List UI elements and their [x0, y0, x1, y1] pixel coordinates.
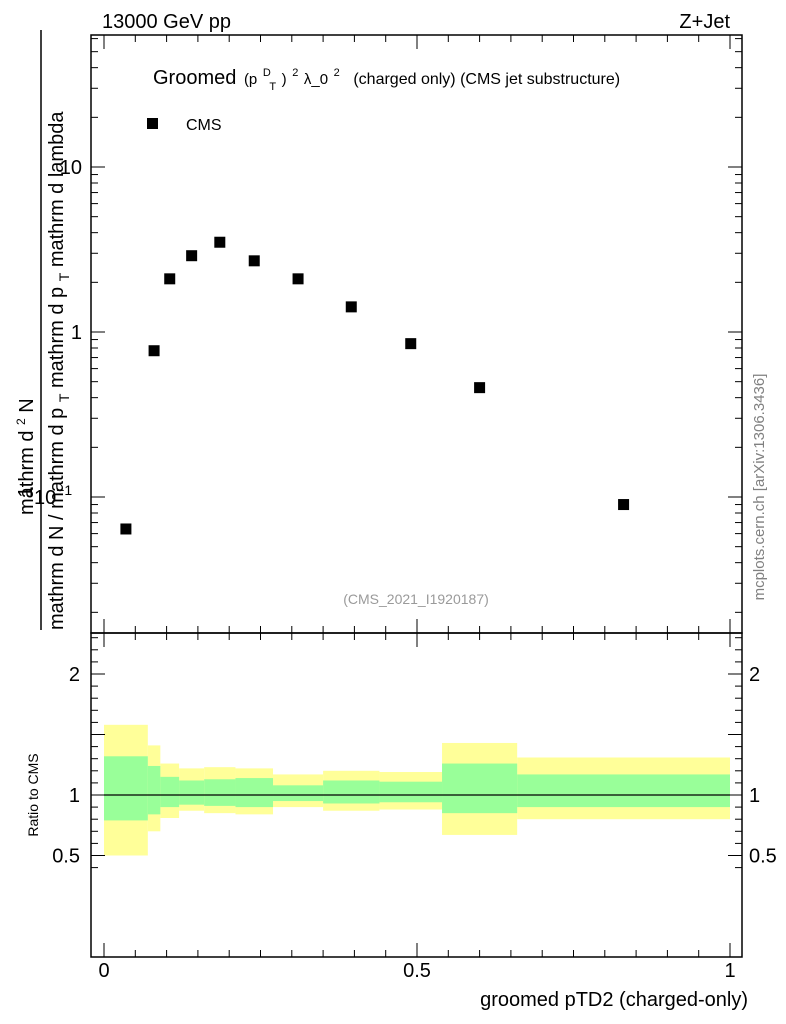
uncertainty-band-green	[179, 780, 205, 805]
ylabel-den-d: mathrm d lambda	[46, 111, 68, 267]
x-tick-label: 1	[724, 960, 735, 982]
data-point	[345, 301, 357, 313]
legend-marker-cms	[147, 118, 158, 129]
title-close: )	[282, 71, 287, 88]
ylabel-num-b: N	[16, 398, 38, 412]
main-panel: 10 1 10−1 Groomed (p D T ) 2 λ_0 2 (charge…	[34, 34, 743, 634]
ylabel-den-a: mathrm d N	[46, 526, 68, 630]
ylabel-slash: /	[46, 514, 68, 520]
uncertainty-band-green	[323, 780, 380, 804]
uncertainty-band-green	[160, 776, 180, 808]
ratio-y-tick-label-left: 0.5	[52, 846, 80, 868]
main-ylabel: 1 mathrm d N / mathrm d p T mathrm d p T…	[8, 30, 74, 630]
uncertainty-band-green	[104, 756, 148, 821]
data-points	[120, 236, 630, 535]
data-point	[618, 499, 630, 511]
ratio-y-tick-label-right: 2	[749, 664, 760, 686]
data-point	[292, 273, 304, 285]
data-point	[405, 338, 417, 350]
title-lambda: λ_0	[304, 71, 328, 88]
uncertainty-band-green	[273, 785, 324, 802]
data-point	[186, 250, 198, 262]
analysis-watermark: (CMS_2021_I1920187)	[343, 591, 489, 607]
uncertainty-band-green	[204, 779, 236, 806]
ylabel-den-c: mathrm d p	[46, 287, 68, 388]
ylabel-num-a: mathrm d	[16, 431, 38, 515]
ratio-y-tick-label-left: 1	[69, 785, 80, 807]
title-sup-2: 2	[292, 67, 298, 79]
title-p: (p	[244, 71, 257, 88]
ylabel-denominator: mathrm d N / mathrm d p T mathrm d p T m…	[46, 111, 74, 630]
ratio-ylabel: Ratio to CMS	[25, 753, 41, 836]
y-tick-label: 1	[71, 322, 82, 344]
uncertainty-band-green	[235, 778, 274, 808]
ratio-y-tick-label-right: 1	[749, 785, 760, 807]
x-tick-label: 0.5	[403, 960, 431, 982]
ratio-panel: 2 21 10.5 0.5 0 0.5 1 Ratio to CMS groomed pT…	[25, 632, 777, 1011]
ratio-y-tick-label-left: 2	[69, 664, 80, 686]
uncertainty-band-green	[379, 781, 443, 803]
title-suffix: (charged only) (CMS jet substructure)	[353, 71, 620, 88]
legend-label-cms: CMS	[186, 117, 222, 134]
data-point	[474, 382, 486, 394]
xaxis-label: groomed pTD2 (charged-only)	[480, 989, 748, 1011]
uncertainty-band-green	[442, 763, 518, 814]
x-tick-label: 0	[98, 960, 109, 982]
ratio-bands	[104, 724, 730, 856]
title-prefix: Groomed	[153, 67, 236, 89]
title-sup-2b: 2	[334, 67, 340, 79]
ratio-ytick-labels: 2 2 1 1 0.5 0.5	[52, 664, 777, 868]
ratio-y-tick-label-right: 0.5	[749, 846, 777, 868]
ylabel-den-c-sub: T	[56, 272, 72, 281]
ylabel-one: 1	[15, 486, 37, 497]
data-point	[148, 345, 160, 357]
data-point	[164, 273, 176, 285]
main-ytick-labels: 10 1 10−1	[34, 157, 82, 509]
data-point	[120, 523, 132, 535]
ratio-xtick-labels: 0 0.5 1	[98, 960, 735, 982]
ylabel-den-b-sub: T	[56, 393, 72, 402]
main-ticks	[91, 35, 742, 633]
data-point	[214, 236, 226, 248]
ratio-ticks	[91, 633, 742, 957]
side-credit-label: mcplots.cern.ch [arXiv:1306.3436]	[751, 374, 768, 601]
ylabel-numerator: mathrm d 2 N	[8, 398, 38, 515]
ylabel-num-sup: 2	[14, 418, 28, 425]
data-point	[248, 255, 260, 267]
title-sup-d: D	[263, 67, 271, 79]
title-sub-t: T	[269, 81, 276, 93]
header-process-label: Z+Jet	[679, 11, 730, 33]
header-energy-label: 13000 GeV pp	[102, 11, 231, 33]
y-tick-label: 10−1	[34, 482, 72, 509]
ylabel-den-b: mathrm d p	[46, 408, 68, 509]
uncertainty-band-green	[147, 765, 161, 815]
y-tick-label: 10	[60, 157, 82, 179]
plot-title: Groomed (p D T ) 2 λ_0 2 (charged only) …	[153, 59, 620, 95]
uncertainty-band-green	[517, 774, 730, 808]
